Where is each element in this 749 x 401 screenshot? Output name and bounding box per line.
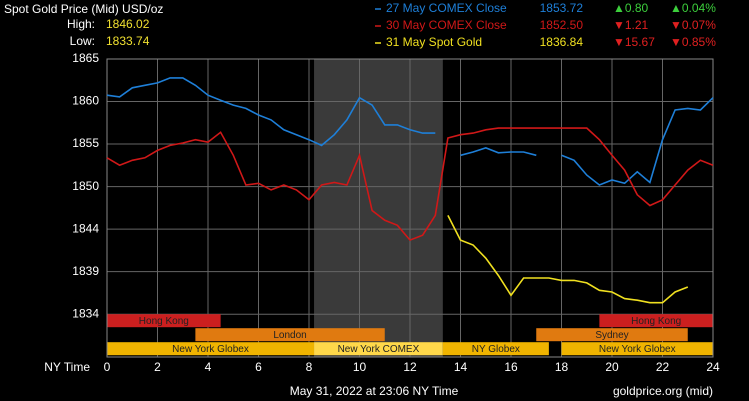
- y-tick-label: 1839: [72, 264, 99, 278]
- series-line: [447, 215, 689, 304]
- session-band: [195, 328, 385, 342]
- y-tick-label: 1844: [72, 221, 99, 235]
- y-tick-label: 1834: [72, 306, 99, 320]
- x-tick-label: 0: [104, 360, 111, 374]
- plot-frame: [106, 58, 714, 358]
- chart-title: Spot Gold Price (Mid) USD/oz: [4, 2, 163, 16]
- legend-close: 1852.50: [540, 18, 584, 32]
- low-label: Low:: [70, 34, 95, 48]
- session-band: [536, 328, 688, 342]
- x-tick-label: 10: [353, 360, 367, 374]
- session-label: Hong Kong: [631, 316, 681, 327]
- x-tick-label: 16: [504, 360, 518, 374]
- low-value: 1833.74: [106, 34, 150, 48]
- legend-change: ▼1.21: [613, 18, 649, 32]
- legend-label: 30 May COMEX Close: [386, 18, 507, 32]
- legend-close: 1836.84: [540, 35, 584, 49]
- x-tick-label: 8: [306, 360, 313, 374]
- x-tick-label: 22: [656, 360, 670, 374]
- session-label: Hong Kong: [139, 316, 189, 327]
- y-tick-label: 1865: [72, 51, 99, 65]
- high-value: 1846.02: [106, 17, 150, 31]
- x-tick-label: 4: [205, 360, 212, 374]
- x-tick-label: 20: [605, 360, 619, 374]
- session-band: [314, 342, 443, 356]
- legend-change-pct: ▼0.07%: [670, 18, 716, 32]
- source: goldprice.org (mid): [613, 384, 713, 398]
- y-tick-label: 1850: [72, 179, 99, 193]
- x-tick-label: 18: [555, 360, 569, 374]
- shaded-region: [314, 59, 443, 357]
- session-label: Sydney: [595, 330, 628, 341]
- y-tick-label: 1860: [72, 94, 99, 108]
- x-tick-label: 2: [154, 360, 161, 374]
- y-tick-label: 1855: [72, 136, 99, 150]
- session-label: New York COMEX: [338, 344, 420, 355]
- session-band: [107, 314, 221, 328]
- x-tick-label: 14: [454, 360, 468, 374]
- legend-change-pct: ▲0.04%: [670, 1, 716, 15]
- session-band: [561, 342, 713, 356]
- x-tick-label: 12: [403, 360, 417, 374]
- session-label: New York Globex: [172, 344, 249, 355]
- session-label: London: [273, 330, 306, 341]
- x-tick-label: 6: [255, 360, 262, 374]
- session-band: [599, 314, 713, 328]
- legend-label: 31 May Spot Gold: [386, 35, 482, 49]
- legend-label: 27 May COMEX Close: [386, 1, 507, 15]
- series-line: [106, 77, 714, 186]
- series-line: [106, 127, 714, 242]
- legend-change: ▼15.67: [613, 35, 655, 49]
- x-tick-label: 24: [706, 360, 720, 374]
- session-band: [442, 342, 549, 356]
- session-label: New York Globex: [599, 344, 676, 355]
- legend-change: ▲0.80: [613, 1, 649, 15]
- session-band: [107, 342, 315, 356]
- high-label: High:: [67, 17, 95, 31]
- x-axis-label: NY Time: [44, 360, 90, 374]
- legend-change-pct: ▼0.85%: [670, 35, 716, 49]
- legend-close: 1853.72: [540, 1, 584, 15]
- timestamp: May 31, 2022 at 23:06 NY Time: [290, 384, 459, 398]
- session-label: NY Globex: [472, 344, 520, 355]
